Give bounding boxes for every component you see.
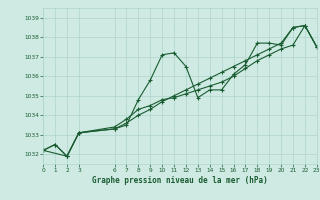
X-axis label: Graphe pression niveau de la mer (hPa): Graphe pression niveau de la mer (hPa) — [92, 176, 268, 185]
